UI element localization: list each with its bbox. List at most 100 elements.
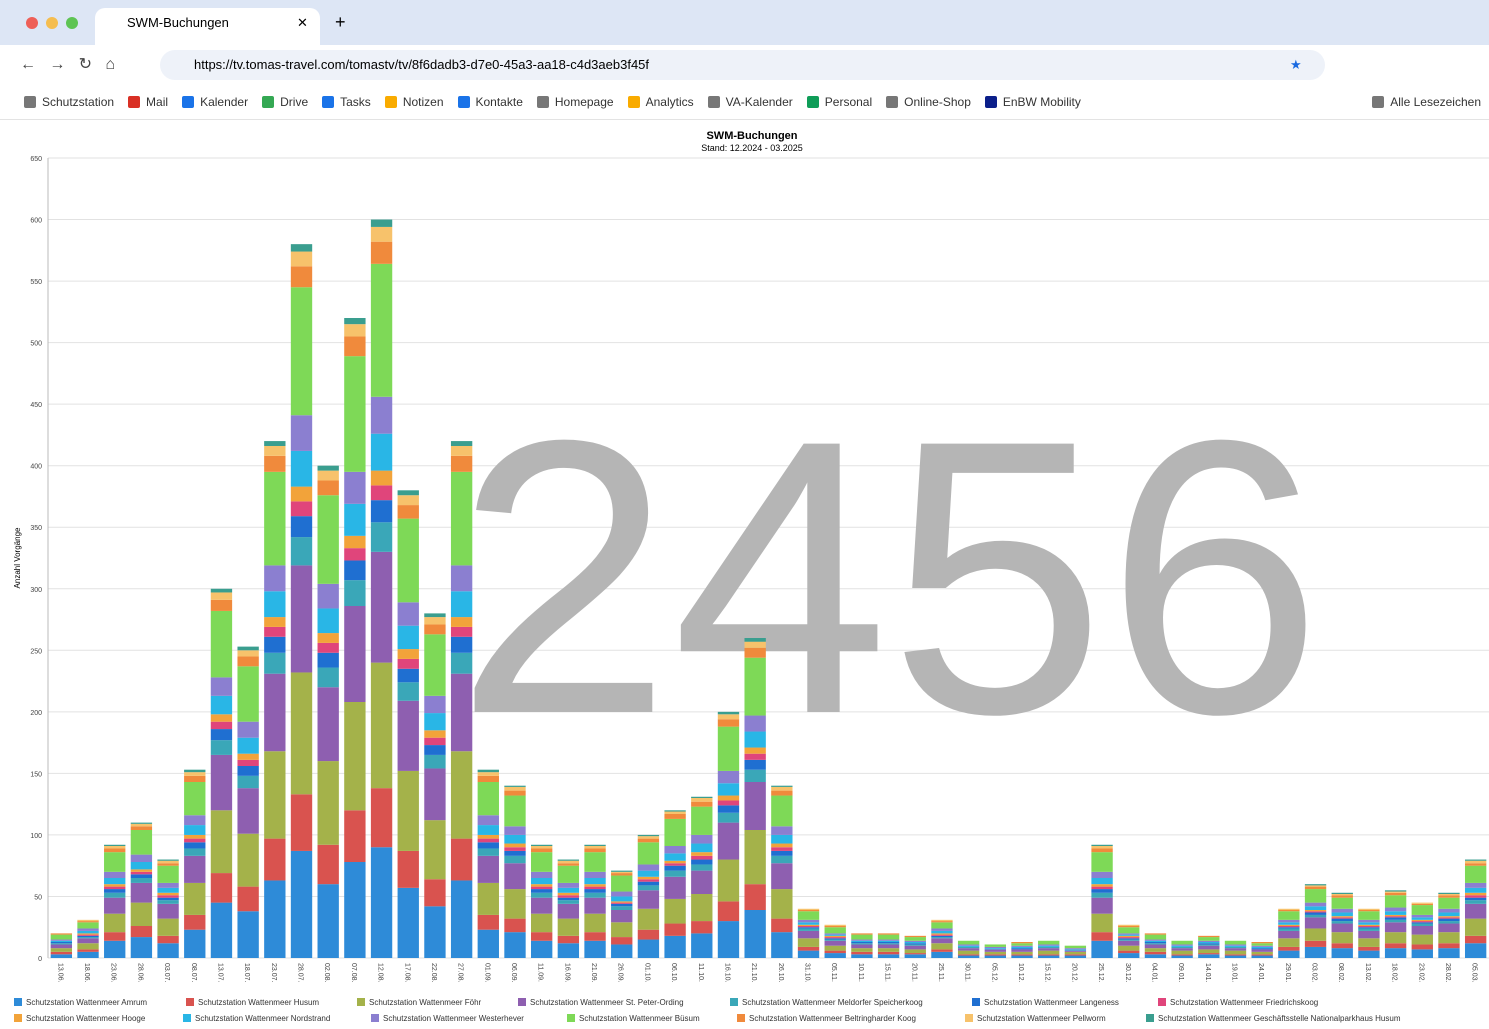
bookmark[interactable]: Tasks <box>322 95 371 109</box>
bar-segment <box>691 894 713 922</box>
bar-segment <box>824 933 846 935</box>
bar-segment <box>344 560 366 581</box>
x-tick-label: 11.10. <box>697 963 704 982</box>
bookmark-label: EnBW Mobility <box>1002 95 1081 109</box>
bar-segment <box>344 318 366 325</box>
y-tick-label: 100 <box>30 833 42 840</box>
bookmark[interactable]: Drive <box>262 95 308 109</box>
bar-segment <box>771 795 793 827</box>
bookmark[interactable]: Kalender <box>182 95 248 109</box>
bar-segment <box>450 652 473 674</box>
bar-segment <box>157 900 179 904</box>
bar-segment <box>691 933 713 958</box>
bar-segment <box>931 934 953 936</box>
bookmark-star[interactable]: ★ <box>1290 57 1302 72</box>
bookmark[interactable]: Kontakte <box>457 95 523 109</box>
url-bar[interactable]: https://tv.tomas-travel.com/tomastv/tv/8… <box>160 50 1325 80</box>
bar-segment <box>1171 954 1193 956</box>
legend-label: Schutzstation Wattenmeer Westerhever <box>383 1014 524 1023</box>
bar-segment <box>611 870 633 872</box>
bar-segment <box>104 884 126 887</box>
bar-segment <box>104 913 126 933</box>
bookmark[interactable]: Analytics <box>627 95 694 109</box>
legend-label: Schutzstation Wattenmeer Hooge <box>26 1014 146 1023</box>
bar-segment <box>1464 897 1487 901</box>
bar-segment <box>531 884 553 887</box>
tab-close[interactable]: ✕ <box>297 15 308 30</box>
bar-segment <box>717 711 740 715</box>
bar-segment <box>1198 943 1220 945</box>
bookmark[interactable]: Schutzstation <box>24 95 114 109</box>
bar-segment <box>50 943 73 945</box>
minimize-window[interactable] <box>46 17 58 29</box>
bar-segment <box>210 695 233 715</box>
bar-segment <box>797 911 820 920</box>
bookmark[interactable]: VA-Kalender <box>707 95 793 109</box>
bar-segment <box>1464 882 1487 888</box>
bar-segment <box>317 608 339 634</box>
bar-segment <box>877 939 900 941</box>
bookmark-icon <box>627 96 640 108</box>
bar-segment <box>1011 942 1033 944</box>
bar-segment <box>771 850 793 856</box>
x-tick-label: 29.01. <box>1284 963 1291 983</box>
bar-segment <box>771 790 793 796</box>
x-tick-label: 11.09. <box>537 963 544 982</box>
bookmark[interactable]: Mail <box>128 95 168 109</box>
bar-segment <box>424 745 446 755</box>
bar-segment <box>77 930 99 934</box>
bar-segment <box>1278 911 1300 920</box>
bar-segment <box>1038 944 1060 946</box>
bar-segment <box>717 859 740 902</box>
bookmark[interactable]: Homepage <box>536 95 614 109</box>
x-tick-label: 18.06. <box>83 963 90 983</box>
bookmark[interactable]: Notizen <box>384 95 444 109</box>
bar-segment <box>797 924 820 926</box>
bar-segment <box>477 769 499 773</box>
legend-swatch <box>1158 998 1166 1006</box>
bar-segment <box>1438 932 1460 944</box>
bar-segment <box>344 503 366 536</box>
bar-segment <box>744 647 766 658</box>
bookmark[interactable]: Alle Lesezeichen <box>1372 95 1481 109</box>
new-tab[interactable]: + <box>335 12 346 32</box>
bar-segment <box>611 896 633 902</box>
bookmark[interactable]: Personal <box>806 95 872 109</box>
x-tick-label: 01.09. <box>483 963 490 983</box>
bar-segment <box>1304 906 1327 910</box>
close-window[interactable] <box>26 17 38 29</box>
bar-segment <box>1118 950 1140 954</box>
bar-segment <box>557 865 580 883</box>
bookmark[interactable]: Online-Shop <box>886 95 971 109</box>
bar-segment <box>797 910 820 912</box>
maximize-window[interactable] <box>66 17 78 29</box>
bar-segment <box>1118 926 1140 928</box>
bar-segment <box>1384 948 1407 958</box>
bookmark-icon <box>707 96 720 108</box>
bookmark-label: Kalender <box>200 95 249 109</box>
bar-segment <box>290 244 313 252</box>
bar-segment <box>744 753 766 760</box>
bar-segment <box>130 926 153 938</box>
bar-segment <box>370 522 393 552</box>
bar-segment <box>664 853 686 861</box>
nav-buttons[interactable]: ← → ↻ ⌂ <box>20 56 116 73</box>
bookmark[interactable]: EnBW Mobility <box>984 95 1081 109</box>
bar-segment <box>130 826 153 830</box>
bar-segment <box>1464 895 1487 898</box>
bar-segment <box>397 668 419 683</box>
bar-segment <box>584 878 606 885</box>
bar-segment <box>1251 954 1273 956</box>
bar-segment <box>77 937 99 939</box>
bar-segment <box>184 769 206 773</box>
bar-segment <box>77 938 99 944</box>
bar-segment <box>157 918 179 936</box>
bookmarks-bar: Schutzstation Mail Kalender Drive Tasks Notiz… <box>0 85 1489 120</box>
tab[interactable]: SWM-Buchungen ✕ <box>95 8 320 45</box>
bar-segment <box>1438 908 1460 913</box>
y-tick-label: 250 <box>30 648 42 655</box>
bar-segment <box>691 796 713 798</box>
bar-segment <box>931 938 953 944</box>
bar-segment <box>1331 912 1353 917</box>
bar-segment <box>771 932 793 958</box>
